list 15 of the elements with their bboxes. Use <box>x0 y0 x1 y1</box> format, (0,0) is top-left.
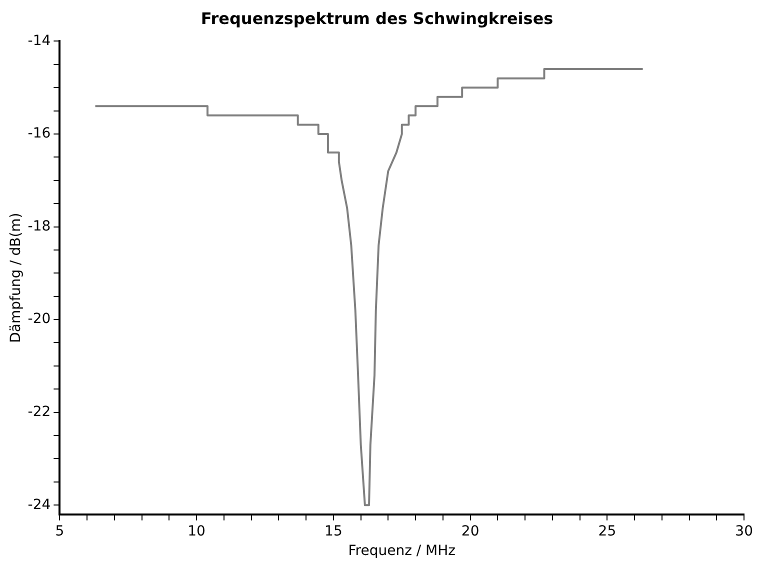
y-tick-label: -20 <box>28 311 51 328</box>
x-tick-label: 15 <box>324 523 342 540</box>
x-axis-title: Frequenz / MHz <box>348 543 456 560</box>
y-tick-label: -24 <box>28 496 51 513</box>
y-tick-label: -22 <box>28 404 51 420</box>
y-tick-label: -18 <box>28 218 51 234</box>
x-tick-label: 10 <box>188 523 206 540</box>
y-tick-label: -16 <box>28 126 51 142</box>
x-tick-label: 5 <box>55 523 64 540</box>
x-tick-label: 30 <box>735 523 754 540</box>
chart-title: Frequenzspektrum des Schwingkreises <box>200 8 554 28</box>
y-axis-title: Dämpfung / dB(m) <box>8 212 24 343</box>
y-tick-label: -14 <box>28 32 51 49</box>
x-tick-label: 20 <box>461 523 480 540</box>
x-tick-label: 25 <box>598 523 616 540</box>
